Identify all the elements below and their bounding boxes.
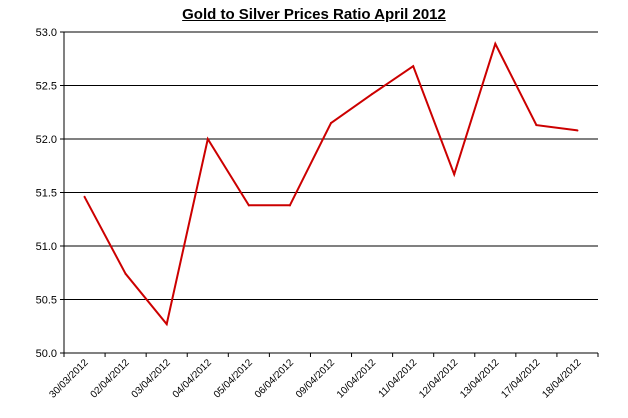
x-tick-label: 02/04/2012 (89, 357, 132, 400)
chart-title: Gold to Silver Prices Ratio April 2012 (182, 6, 446, 23)
data-point (83, 195, 86, 198)
y-tick-label: 50.0 (36, 348, 57, 360)
data-point (206, 138, 209, 140)
y-tick-label: 52.5 (36, 81, 57, 93)
data-point (247, 204, 250, 207)
x-tick-label: 03/04/2012 (130, 357, 173, 400)
x-tick-label: 13/04/2012 (458, 357, 501, 400)
y-tick-label: 52.0 (36, 134, 57, 146)
data-point (453, 173, 456, 176)
y-tick-label: 51.0 (36, 241, 57, 253)
series (83, 41, 579, 327)
data-point (371, 93, 374, 96)
y-tick-label: 53.0 (36, 27, 57, 39)
x-tick-label: 10/04/2012 (335, 357, 378, 400)
x-tick-label: 06/04/2012 (253, 357, 296, 400)
data-point (412, 65, 415, 68)
data-point (165, 323, 168, 326)
x-tick-label: 04/04/2012 (171, 357, 214, 400)
data-point (576, 129, 579, 132)
x-tick-label: 17/04/2012 (499, 357, 542, 400)
y-tick-labels: 50.0 50.5 51.0 51.5 52.0 52.5 53.0 (36, 27, 57, 360)
x-tick-label: 05/04/2012 (212, 357, 255, 400)
axes (60, 31, 599, 357)
data-point (124, 272, 127, 275)
data-point (494, 42, 497, 45)
x-tick-label: 18/04/2012 (540, 357, 583, 400)
x-tick-label: 30/03/2012 (47, 357, 90, 400)
x-tick-label: 11/04/2012 (377, 357, 420, 400)
grid-lines (64, 31, 598, 354)
x-tick-label: 09/04/2012 (294, 357, 337, 400)
data-point (535, 124, 538, 127)
x-tick-labels: 30/03/201202/04/201203/04/201204/04/2012… (47, 357, 583, 400)
data-point (330, 121, 332, 124)
x-tick-label: 12/04/2012 (417, 357, 460, 400)
y-tick-label: 51.5 (36, 188, 57, 200)
data-point (288, 204, 291, 207)
y-tick-label: 50.5 (36, 295, 57, 307)
